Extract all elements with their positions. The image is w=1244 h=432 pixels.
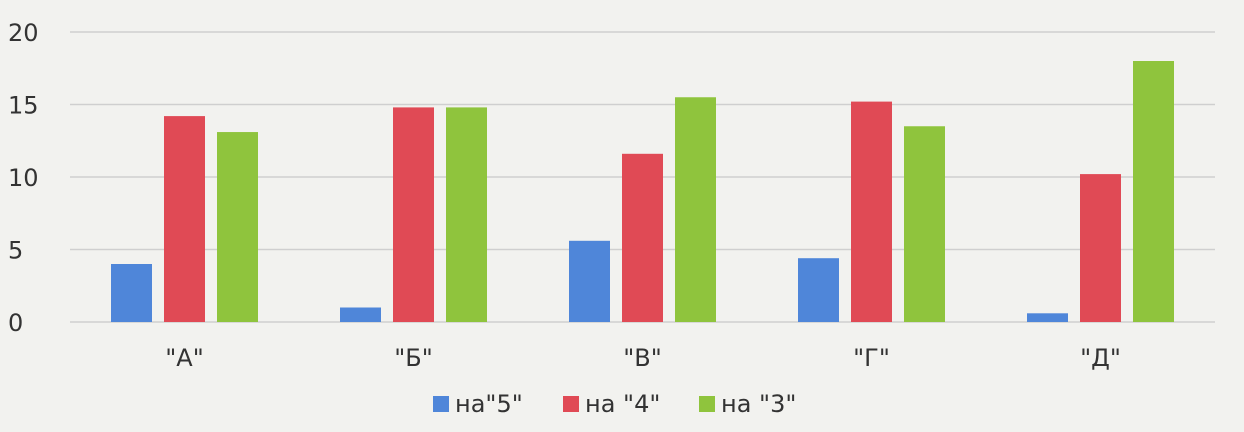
legend-label: на "3" [721, 390, 796, 418]
bar-2-4 [851, 101, 892, 322]
legend-item: на "3" [699, 390, 796, 418]
legend-swatch [433, 396, 449, 412]
category-label: "Г" [853, 344, 890, 372]
y-tick-label: 20 [8, 19, 39, 47]
bars [111, 61, 1174, 323]
category-label: "А" [165, 344, 204, 372]
y-tick-label: 0 [8, 309, 23, 337]
bar-3-5 [1133, 61, 1174, 322]
legend-item: на"5" [433, 390, 523, 418]
bar-1-5 [1027, 313, 1068, 322]
x-axis-categories: "А" "Б" "В" "Г" "Д" [165, 344, 1121, 372]
bar-2-3 [622, 153, 663, 322]
bar-3-1 [217, 132, 258, 322]
bar-2-1 [164, 116, 205, 322]
legend: на"5" на "4" на "3" [433, 390, 796, 418]
category-label: "Б" [394, 344, 433, 372]
bar-1-3 [569, 240, 610, 322]
y-tick-label: 5 [8, 237, 23, 265]
y-tick-label: 10 [8, 164, 39, 192]
bar-1-2 [340, 307, 381, 322]
category-label: "Д" [1080, 344, 1121, 372]
bar-3-2 [446, 107, 487, 323]
legend-label: на"5" [455, 390, 523, 418]
bar-1-4 [798, 258, 839, 322]
bar-3-3 [675, 97, 716, 322]
bar-3-4 [904, 126, 945, 322]
legend-item: на "4" [563, 390, 660, 418]
bar-1-1 [111, 264, 152, 322]
bar-2-2 [393, 107, 434, 323]
y-tick-label: 15 [8, 92, 39, 120]
legend-swatch [699, 396, 715, 412]
legend-label: на "4" [585, 390, 660, 418]
y-axis-ticks: 0 5 10 15 20 [8, 19, 39, 337]
bar-2-5 [1080, 174, 1121, 322]
legend-swatch [563, 396, 579, 412]
category-label: "В" [623, 344, 662, 372]
